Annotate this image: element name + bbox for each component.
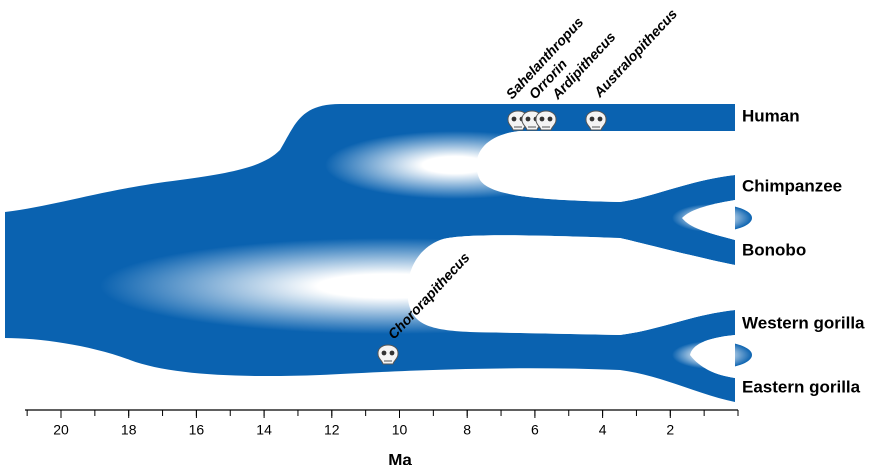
- tick-label: 6: [531, 422, 539, 438]
- skull-icon: [377, 344, 399, 365]
- skull: [377, 344, 399, 365]
- species-label: Western gorilla: [742, 313, 865, 332]
- species-label: Eastern gorilla: [742, 377, 861, 396]
- tick-label: 4: [599, 422, 607, 438]
- tick-label: 8: [463, 422, 471, 438]
- species-label: Human: [742, 106, 800, 125]
- skull-eye: [511, 116, 517, 122]
- hole-human-chimp: [476, 131, 735, 202]
- axis-label: Ma: [388, 450, 412, 465]
- tick-label: 18: [121, 422, 137, 438]
- tick-label: 14: [256, 422, 272, 438]
- skull-eye: [389, 350, 395, 356]
- species-label: Bonobo: [742, 240, 806, 259]
- tick-label: 12: [324, 422, 340, 438]
- skull-eye: [597, 116, 603, 122]
- skull-eye: [547, 116, 553, 122]
- species-label: Chimpanzee: [742, 176, 842, 195]
- skull-eye: [525, 116, 531, 122]
- skull-icon: [585, 110, 607, 131]
- skull-icon: [535, 110, 557, 131]
- tick-label: 2: [666, 422, 674, 438]
- hole-pan-gorilla: [407, 235, 735, 335]
- skull: [585, 110, 607, 131]
- skull-eye: [539, 116, 545, 122]
- tick-label: 16: [189, 422, 205, 438]
- hole-chimp-bonobo: [682, 200, 735, 240]
- tick-label: 10: [392, 422, 408, 438]
- hole-gorillas: [690, 335, 735, 378]
- skull-eye: [589, 116, 595, 122]
- skull-eye: [381, 350, 387, 356]
- tick-label: 20: [53, 422, 69, 438]
- skull: [535, 110, 557, 131]
